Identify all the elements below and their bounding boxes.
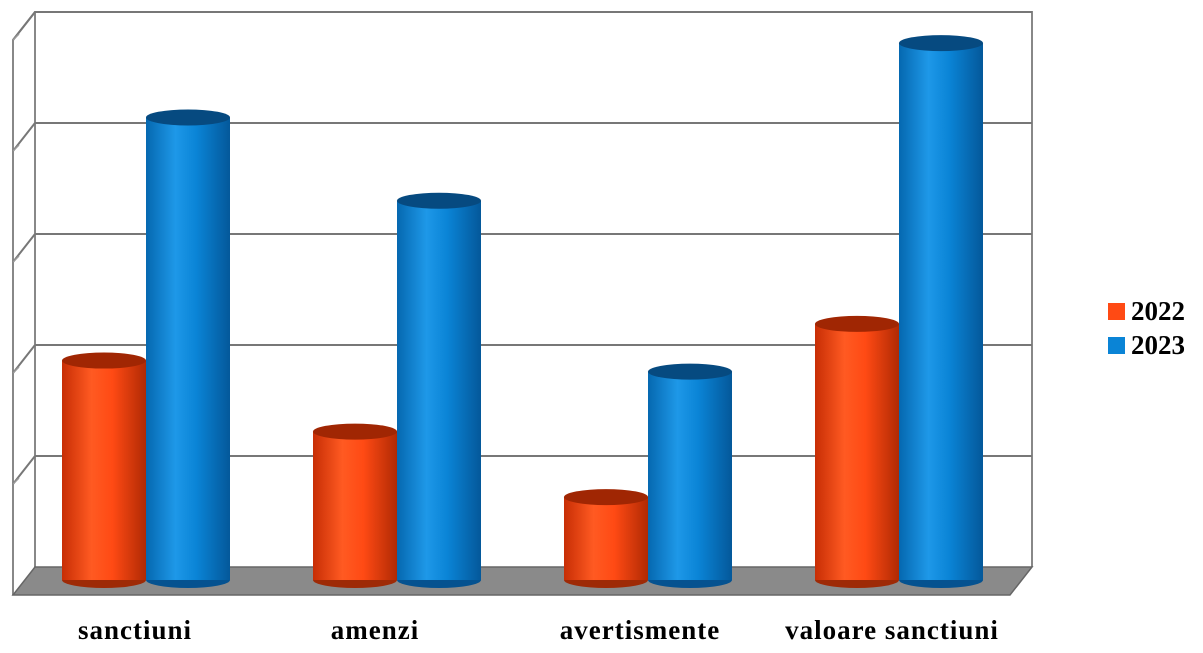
y-tick-mark — [12, 477, 20, 485]
y-tick-mark — [12, 255, 20, 263]
bar — [899, 35, 983, 588]
bar-body — [397, 200, 481, 580]
bar-top — [648, 363, 732, 380]
bar — [564, 489, 648, 588]
x-tick-label: sanctiuni — [77, 615, 193, 645]
bar-body — [648, 371, 732, 580]
bar — [397, 192, 481, 588]
bar — [62, 352, 146, 588]
y-tick-mark — [12, 144, 20, 152]
bar-top — [564, 489, 648, 506]
legend-item-2023: 2023 — [1108, 328, 1185, 362]
bar — [146, 109, 230, 588]
bar-top — [146, 109, 230, 126]
bar-top — [62, 352, 146, 369]
bar-body — [815, 323, 899, 580]
x-tick-label: valoare sanctiuni — [785, 615, 999, 645]
bar-body — [313, 431, 397, 580]
legend-swatch — [1108, 336, 1125, 354]
x-tick-label: avertismente — [559, 615, 721, 645]
legend-swatch — [1108, 302, 1125, 320]
x-tick-label: amenzi — [330, 615, 420, 645]
bar-top — [313, 423, 397, 440]
legend-item-2022: 2022 — [1108, 294, 1185, 328]
bar-body — [62, 360, 146, 580]
bar — [648, 363, 732, 588]
bar — [313, 423, 397, 588]
bar-top — [815, 315, 899, 332]
legend-label: 2023 — [1131, 329, 1185, 360]
legend-label: 2022 — [1131, 295, 1185, 326]
bar-body — [564, 497, 648, 580]
bars — [62, 35, 983, 588]
bar-top — [397, 192, 481, 209]
y-tick-mark — [12, 33, 20, 41]
bar — [815, 315, 899, 588]
y-tick-mark — [12, 366, 20, 374]
bar-top — [899, 35, 983, 52]
bar-body — [899, 43, 983, 580]
bar-body — [146, 117, 230, 581]
legend: 2022 2023 — [1108, 294, 1185, 362]
left-wall — [12, 11, 36, 595]
